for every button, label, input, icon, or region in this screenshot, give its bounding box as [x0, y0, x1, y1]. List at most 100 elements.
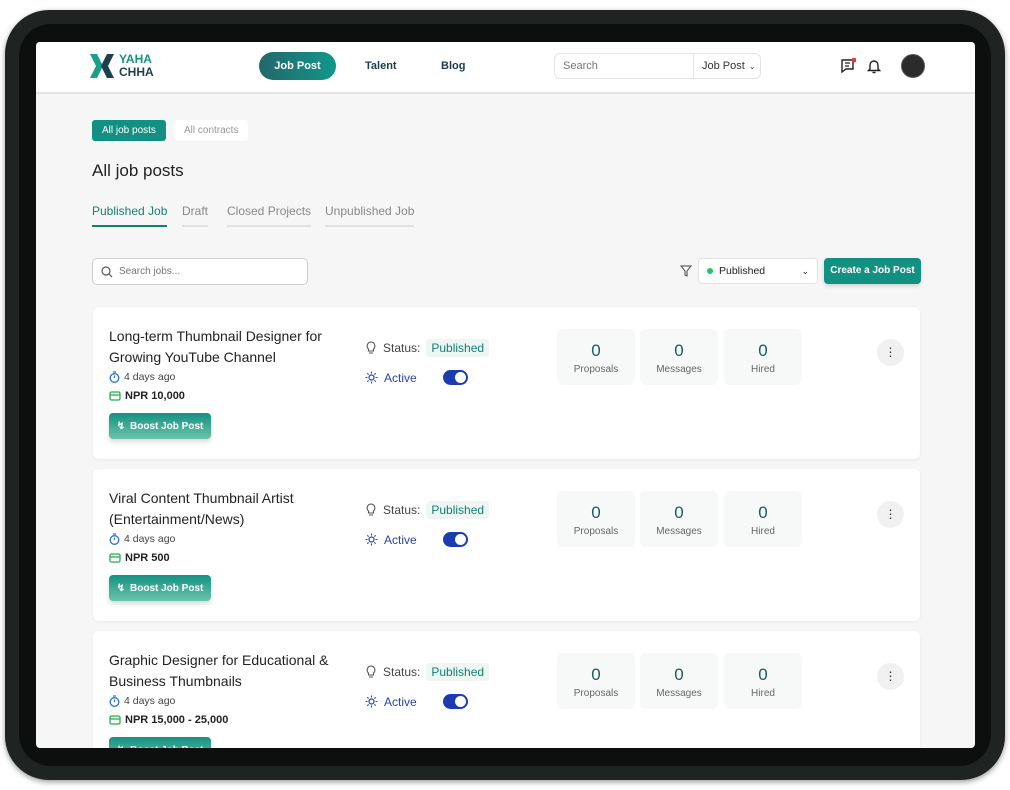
- more-options-icon[interactable]: ⋮: [877, 339, 904, 366]
- hired-count: 0: [758, 665, 768, 684]
- sun-icon: [365, 695, 378, 708]
- money-icon: [109, 715, 121, 725]
- active-label: Active: [384, 370, 417, 385]
- posted-time: 4 days ago: [124, 695, 176, 707]
- status-label: Status:: [383, 503, 421, 517]
- search-icon: [101, 265, 113, 277]
- lightbulb-icon: [366, 503, 376, 516]
- job-search-input[interactable]: [119, 266, 289, 277]
- messages-label: Messages: [656, 526, 702, 537]
- boost-job-post-button[interactable]: ↯ Boost Job Post: [109, 413, 211, 439]
- status-badge: Published: [426, 339, 490, 357]
- filter-value: Published: [719, 265, 766, 277]
- proposals-count: 0: [591, 503, 601, 522]
- chat-icon[interactable]: [840, 58, 856, 74]
- hired-label: Hired: [751, 364, 775, 375]
- active-toggle[interactable]: [442, 370, 468, 385]
- more-options-icon[interactable]: ⋮: [877, 501, 904, 528]
- messages-label: Messages: [656, 364, 702, 375]
- logo-bottom: CHHA: [119, 65, 154, 79]
- stopwatch-icon: [109, 533, 120, 545]
- status-label: Status:: [383, 665, 421, 679]
- hired-label: Hired: [751, 526, 775, 537]
- user-avatar[interactable]: [901, 54, 925, 78]
- search-input[interactable]: [555, 54, 694, 78]
- posted-time: 4 days ago: [124, 533, 176, 545]
- nav-job-post[interactable]: Job Post: [259, 52, 336, 80]
- tab-published-job[interactable]: Published Job: [92, 204, 168, 227]
- boost-label: Boost Job Post: [130, 582, 204, 594]
- proposals-count: 0: [591, 665, 601, 684]
- nav-blog[interactable]: Blog: [441, 60, 466, 72]
- boost-job-post-button[interactable]: ↯ Boost Job Post: [109, 575, 211, 601]
- hired-stat: 0 Hired: [724, 329, 802, 385]
- lightning-icon: ↯: [116, 582, 126, 594]
- status-label: Status:: [383, 341, 421, 355]
- more-options-icon[interactable]: ⋮: [877, 663, 904, 690]
- budget: NPR 500: [125, 552, 170, 564]
- tab-closed-projects[interactable]: Closed Projects: [227, 204, 312, 227]
- search-scope-select[interactable]: Job Post ⌄: [694, 54, 760, 78]
- nav-talent[interactable]: Talent: [365, 60, 397, 72]
- boost-job-post-button[interactable]: ↯ Boost Job Post: [109, 737, 211, 748]
- logo-mark-icon: [90, 54, 114, 78]
- active-label: Active: [384, 532, 417, 547]
- status-dot: [707, 268, 713, 274]
- messages-count: 0: [674, 665, 684, 684]
- proposals-count: 0: [591, 341, 601, 360]
- status-badge: Published: [426, 663, 490, 681]
- job-title[interactable]: Graphic Designer for Educational & Busin…: [109, 652, 329, 689]
- filter-icon[interactable]: [680, 265, 692, 277]
- stopwatch-icon: [109, 371, 120, 383]
- page-title: All job posts: [92, 161, 184, 180]
- lightning-icon: ↯: [116, 420, 126, 432]
- chevron-down-icon: ⌄: [801, 265, 809, 276]
- active-toggle[interactable]: [442, 532, 468, 547]
- logo[interactable]: YAHA CHHA: [88, 52, 154, 80]
- job-card: Long-term Thumbnail Designer for Growing…: [93, 307, 920, 459]
- tab-unpublished-job[interactable]: Unpublished Job: [325, 204, 415, 227]
- lightbulb-icon: [366, 341, 376, 354]
- status-badge: Published: [426, 501, 490, 519]
- create-job-post-button[interactable]: Create a Job Post: [824, 258, 921, 284]
- job-card: Viral Content Thumbnail Artist (Entertai…: [93, 469, 920, 621]
- proposals-label: Proposals: [573, 688, 619, 699]
- bell-icon[interactable]: [867, 58, 881, 74]
- boost-label: Boost Job Post: [130, 420, 204, 432]
- tab-all-job-posts[interactable]: All job posts: [92, 120, 166, 141]
- messages-stat: 0 Messages: [640, 329, 718, 385]
- job-search: [92, 258, 308, 285]
- job-title[interactable]: Viral Content Thumbnail Artist (Entertai…: [109, 490, 294, 527]
- search-scope-value: Job Post: [702, 60, 745, 72]
- active-label: Active: [384, 694, 417, 709]
- budget: NPR 10,000: [125, 390, 185, 402]
- messages-count: 0: [674, 503, 684, 522]
- status-filter-select[interactable]: Published ⌄: [698, 258, 818, 284]
- job-card: Graphic Designer for Educational & Busin…: [93, 631, 920, 748]
- proposals-label: Proposals: [573, 364, 619, 375]
- global-search: Job Post⌄: [554, 53, 761, 79]
- hired-label: Hired: [751, 688, 775, 699]
- logo-top: YAHA: [119, 52, 152, 66]
- messages-stat: 0 Messages: [640, 491, 718, 547]
- job-title[interactable]: Long-term Thumbnail Designer for Growing…: [109, 328, 322, 365]
- tab-draft[interactable]: Draft: [182, 204, 209, 227]
- hired-stat: 0 Hired: [724, 653, 802, 709]
- proposals-stat: 0 Proposals: [557, 653, 635, 709]
- chevron-down-icon: ⌄: [748, 61, 756, 71]
- budget: NPR 15,000 - 25,000: [125, 714, 229, 726]
- hired-stat: 0 Hired: [724, 491, 802, 547]
- messages-label: Messages: [656, 688, 702, 699]
- proposals-stat: 0 Proposals: [557, 491, 635, 547]
- stopwatch-icon: [109, 695, 120, 707]
- sun-icon: [365, 371, 378, 384]
- sun-icon: [365, 533, 378, 546]
- active-toggle[interactable]: [442, 694, 468, 709]
- proposals-label: Proposals: [573, 526, 619, 537]
- lightning-icon: ↯: [117, 745, 125, 749]
- tab-all-contracts[interactable]: All contracts: [174, 120, 249, 141]
- money-icon: [109, 553, 121, 563]
- proposals-stat: 0 Proposals: [557, 329, 635, 385]
- messages-stat: 0 Messages: [640, 653, 718, 709]
